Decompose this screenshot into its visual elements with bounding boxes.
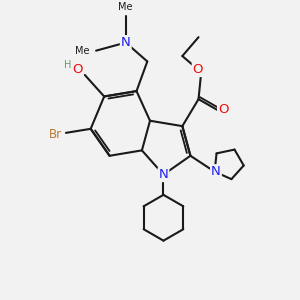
Text: O: O [218,103,229,116]
Text: N: N [211,165,221,178]
Text: N: N [159,168,168,181]
Text: H: H [64,60,71,70]
Text: O: O [72,63,83,76]
Text: N: N [121,36,130,49]
Text: Br: Br [49,128,62,141]
Text: Me: Me [118,2,133,12]
Text: O: O [193,63,203,76]
Text: Me: Me [75,46,89,56]
